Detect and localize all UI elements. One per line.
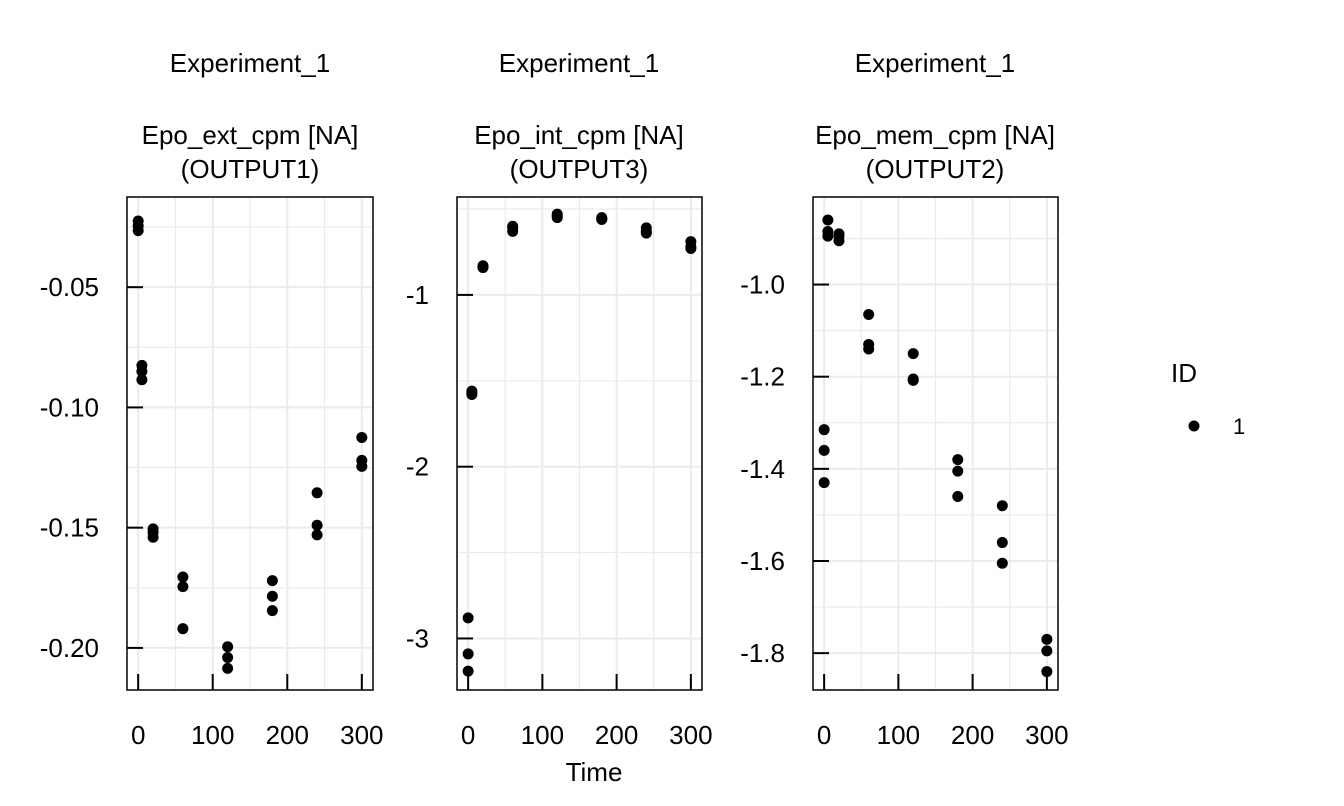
y-tick-label: -1.0	[740, 270, 785, 300]
panel-strip-label: Experiment_1	[170, 48, 330, 78]
y-tick-label: -1.4	[740, 454, 785, 484]
data-point	[685, 243, 697, 255]
data-point	[818, 444, 830, 456]
panel-epo-int-cpm: Experiment_1 Epo_int_cpm [NA] (OUTPUT3) …	[406, 48, 713, 750]
y-tick-label: -2	[406, 452, 429, 482]
x-tick-label: 300	[1025, 720, 1068, 750]
panel-epo-mem-cpm: Experiment_1 Epo_mem_cpm [NA] (OUTPUT2) …	[740, 48, 1068, 750]
y-tick-label: -1	[406, 280, 429, 310]
data-point	[996, 557, 1008, 569]
data-point	[177, 571, 189, 583]
panel-strip-label: Experiment_1	[499, 48, 659, 78]
x-tick-label: 300	[340, 720, 383, 750]
data-point	[311, 529, 323, 541]
x-tick-label: 100	[191, 720, 234, 750]
data-point	[1041, 666, 1053, 678]
data-point	[266, 605, 278, 617]
data-point	[356, 431, 368, 443]
legend-key-marker	[1188, 420, 1200, 432]
panel-title-line2: (OUTPUT1)	[181, 154, 320, 184]
legend: ID 1	[1171, 358, 1245, 439]
x-tick-label: 0	[817, 720, 831, 750]
legend-title: ID	[1171, 358, 1197, 388]
data-point	[266, 575, 278, 587]
data-point	[311, 487, 323, 499]
data-point	[462, 665, 474, 677]
data-point	[462, 612, 474, 624]
data-point	[466, 387, 478, 399]
data-point	[507, 225, 519, 237]
panel-epo-ext-cpm: Experiment_1 Epo_ext_cpm [NA] (OUTPUT1) …	[40, 48, 384, 750]
x-tick-label: 0	[131, 720, 145, 750]
data-point	[477, 261, 489, 273]
y-tick-label: -1.6	[740, 546, 785, 576]
y-tick-label: -0.15	[40, 513, 99, 543]
y-tick-label: -0.10	[40, 392, 99, 422]
panel-frame	[456, 196, 703, 691]
data-point	[222, 662, 234, 674]
panel-title-line2: (OUTPUT3)	[510, 154, 649, 184]
data-point	[311, 519, 323, 531]
panel-strip-label: Experiment_1	[855, 48, 1015, 78]
y-tick-label: -1.2	[740, 362, 785, 392]
data-point	[356, 460, 368, 472]
data-point	[952, 454, 964, 466]
x-tick-label: 100	[521, 720, 564, 750]
data-point	[818, 424, 830, 436]
y-tick-label: -0.05	[40, 272, 99, 302]
data-point	[818, 477, 830, 489]
x-tick-label: 300	[669, 720, 712, 750]
legend-entry-label: 1	[1233, 414, 1245, 439]
x-tick-label: 200	[951, 720, 994, 750]
data-point	[177, 581, 189, 593]
x-tick-label: 200	[266, 720, 309, 750]
data-point	[462, 648, 474, 660]
data-point	[177, 623, 189, 635]
data-point	[132, 225, 144, 237]
x-tick-label: 0	[461, 720, 475, 750]
data-point	[136, 374, 148, 386]
data-point	[1041, 645, 1053, 657]
data-point	[952, 465, 964, 477]
data-point	[863, 343, 875, 355]
y-tick-label: -3	[406, 623, 429, 653]
x-tick-label: 100	[877, 720, 920, 750]
panel-title-line2: (OUTPUT2)	[866, 154, 1005, 184]
data-point	[551, 212, 563, 224]
data-point	[907, 374, 919, 386]
panel-title-line1: Epo_ext_cpm [NA]	[142, 120, 359, 150]
data-point	[907, 348, 919, 360]
data-point	[266, 590, 278, 602]
data-point	[833, 235, 845, 247]
data-point	[640, 227, 652, 239]
data-point	[952, 490, 964, 502]
panel-frame	[812, 196, 1059, 691]
data-point	[1041, 633, 1053, 645]
data-point	[863, 308, 875, 320]
data-point	[822, 214, 834, 226]
data-point	[147, 531, 159, 543]
x-axis-label: Time	[566, 757, 623, 787]
panel-title-line1: Epo_mem_cpm [NA]	[815, 120, 1055, 150]
data-point	[222, 652, 234, 664]
panel-frame	[126, 196, 374, 691]
data-point	[222, 641, 234, 653]
panel-title-line1: Epo_int_cpm [NA]	[474, 120, 684, 150]
data-point	[996, 537, 1008, 549]
data-point	[596, 213, 608, 225]
y-tick-label: -1.8	[740, 638, 785, 668]
data-point	[996, 500, 1008, 512]
data-point	[822, 230, 834, 242]
x-tick-label: 200	[595, 720, 638, 750]
y-tick-label: -0.20	[40, 633, 99, 663]
data-point	[136, 365, 148, 377]
